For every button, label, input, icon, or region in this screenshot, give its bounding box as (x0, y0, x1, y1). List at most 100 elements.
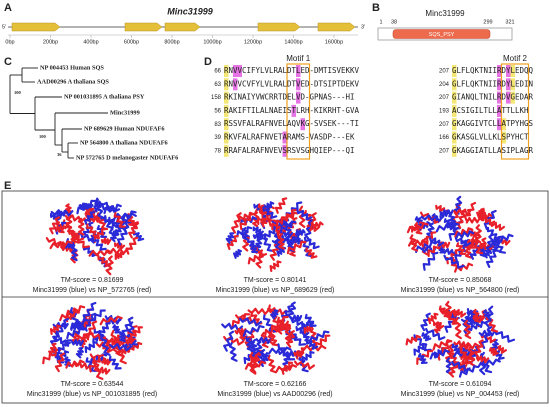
gene-title: Minc31999 (167, 6, 213, 16)
protein-structure (221, 301, 331, 375)
helix (238, 317, 262, 327)
residue-highlight (237, 65, 242, 77)
tm-score: TM-score = 0.81699 (61, 277, 124, 284)
helix (88, 354, 104, 373)
helix (94, 197, 105, 219)
residue-number: 78 (214, 148, 221, 154)
protein-structure (225, 197, 324, 273)
three-prime: 3' (361, 24, 365, 30)
helix (488, 347, 499, 356)
sequence: GLFLQKTNIIRDYLEDQQ (452, 66, 533, 75)
residue-number: 207 (439, 69, 450, 75)
helix (75, 346, 84, 359)
helix (429, 237, 445, 247)
residue-highlight (497, 104, 502, 117)
residue-highlight (291, 104, 296, 117)
helix (82, 245, 99, 258)
residue-highlight (510, 91, 515, 104)
position-label: 299 (483, 19, 492, 25)
sequence: RKVFALRAFNVETARAMS-VASDP---EK (224, 133, 355, 142)
panel-label: D (204, 56, 212, 68)
helix (425, 327, 446, 341)
helix (493, 236, 506, 254)
helix (429, 349, 450, 360)
residue-highlight (452, 78, 457, 91)
helix (453, 308, 467, 318)
helix (54, 352, 65, 373)
helix (55, 224, 67, 232)
helix (414, 216, 425, 226)
helix (49, 216, 61, 235)
position-label: 1 (379, 19, 382, 25)
helix (109, 342, 132, 352)
taxon-label: NP 004453 Human SQS (40, 64, 104, 71)
residue-highlight (501, 131, 506, 144)
helix (444, 310, 460, 325)
helix (281, 304, 293, 322)
tm-score: TM-score = 0.85068 (429, 277, 492, 284)
residue-highlight (224, 104, 229, 117)
panel-label: B (372, 2, 380, 14)
residue-number: 166 (439, 135, 450, 141)
helix (66, 327, 85, 340)
helix (270, 309, 279, 320)
residue-highlight (452, 118, 457, 131)
sequence: GKASGLVLLKLSPYHCT (452, 133, 529, 142)
residue-highlight (224, 78, 229, 91)
highlights (224, 65, 515, 157)
helix (419, 211, 442, 224)
helix (115, 342, 127, 365)
residue-number: 63 (214, 82, 221, 88)
residue-highlight (506, 78, 511, 91)
helix (454, 236, 472, 247)
taxon-label: NP 689629 Human NDUFAF6 (84, 125, 165, 132)
helix (270, 315, 289, 333)
helix (280, 220, 297, 234)
residue-highlight (452, 91, 457, 104)
helix (474, 224, 482, 244)
helix (436, 241, 451, 249)
scale-label: 0bp (5, 39, 14, 45)
residue-highlight (452, 144, 457, 157)
helix (271, 216, 287, 231)
scale-label: 200bp (43, 39, 58, 45)
helix (73, 361, 92, 370)
scale-label: 1400bp (284, 39, 302, 45)
helix (304, 219, 314, 241)
residue-highlight (501, 118, 506, 131)
helix (290, 317, 309, 329)
helix (118, 336, 136, 345)
panel-label: C (4, 56, 12, 68)
helix (65, 359, 85, 369)
helix (286, 240, 307, 255)
helix (282, 352, 291, 369)
exon (164, 22, 201, 32)
exon (317, 22, 356, 32)
helix (128, 221, 139, 239)
helix (310, 221, 324, 230)
residue-highlight (224, 144, 229, 157)
helix (454, 227, 474, 238)
helix (409, 234, 419, 252)
helix (483, 209, 497, 230)
helix (104, 314, 122, 324)
residue-highlight (282, 131, 287, 144)
helix (427, 312, 439, 325)
helix (439, 210, 450, 219)
helix (49, 324, 62, 335)
helix (474, 339, 484, 358)
helix (301, 350, 315, 364)
helix (448, 212, 457, 227)
helix (248, 351, 257, 375)
protein-title: Minc31999 (425, 9, 465, 18)
helix (262, 313, 277, 333)
helix (413, 342, 428, 356)
helix (482, 309, 492, 320)
helix (462, 315, 471, 329)
sequence: GKAGGIATLLASIPLAGR (452, 146, 533, 155)
helix (64, 356, 71, 367)
helix (113, 212, 137, 220)
helix (267, 346, 292, 355)
helix (274, 323, 291, 332)
helix (247, 252, 265, 265)
